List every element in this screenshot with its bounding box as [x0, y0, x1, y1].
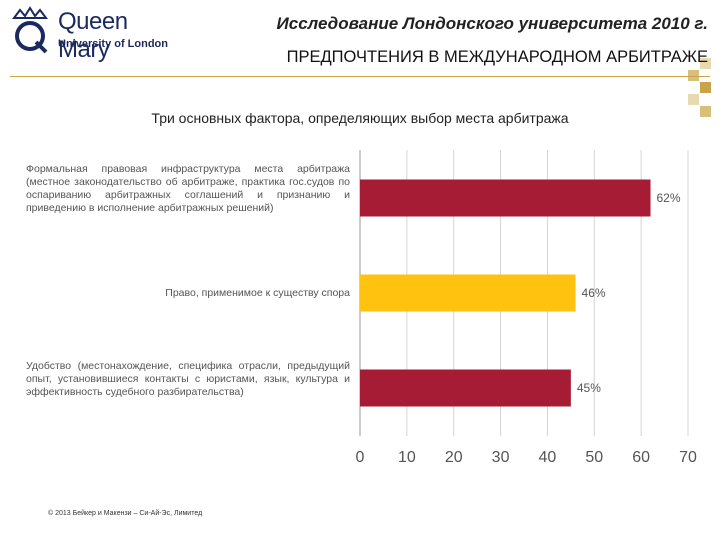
footer-copyright: © 2013 Бейкер и Макензи – Си-Ай-Эс, Лими… — [48, 510, 203, 517]
deco-square — [700, 82, 711, 93]
x-tick-label: 70 — [679, 449, 697, 466]
x-tick-label: 50 — [585, 449, 603, 466]
category-label-1: Формальная правовая инфраструктура места… — [26, 163, 350, 214]
title-line-2: ПРЕДПОЧТЕНИЯ В МЕЖДУНАРОДНОМ АРБИТРАЖЕ — [286, 48, 708, 66]
deco-square — [688, 70, 699, 81]
deco-square — [700, 58, 711, 69]
x-tick-label: 20 — [445, 449, 463, 466]
deco-square — [688, 94, 699, 105]
university-logo: Queen Mary University of London — [8, 6, 178, 63]
deco-square — [700, 106, 711, 117]
title-rule — [10, 76, 710, 77]
x-tick-label: 10 — [398, 449, 416, 466]
category-label-2: Право, применимое к существу спора — [165, 287, 350, 299]
decorative-squares — [688, 58, 711, 117]
x-tick-label: 40 — [539, 449, 557, 466]
data-label-3: 45% — [577, 381, 601, 395]
data-label-2: 46% — [582, 286, 606, 300]
title-line-1: Исследование Лондонского университета 20… — [276, 14, 708, 33]
x-tick-label: 60 — [632, 449, 650, 466]
chart-title: Три основных фактора, определяющих выбор… — [151, 110, 569, 126]
category-label-3: Удобство (местонахождение, специфика отр… — [26, 360, 350, 398]
logo-subtitle: University of London — [58, 38, 168, 50]
bar-2 — [360, 274, 576, 312]
logo-name: Queen Mary — [58, 8, 128, 63]
data-label-1: 62% — [657, 191, 681, 205]
bar-1 — [360, 179, 651, 217]
bar-3 — [360, 369, 571, 407]
crown-q-crest-icon — [12, 6, 48, 54]
x-tick-label: 30 — [492, 449, 510, 466]
x-tick-label: 0 — [356, 449, 365, 466]
